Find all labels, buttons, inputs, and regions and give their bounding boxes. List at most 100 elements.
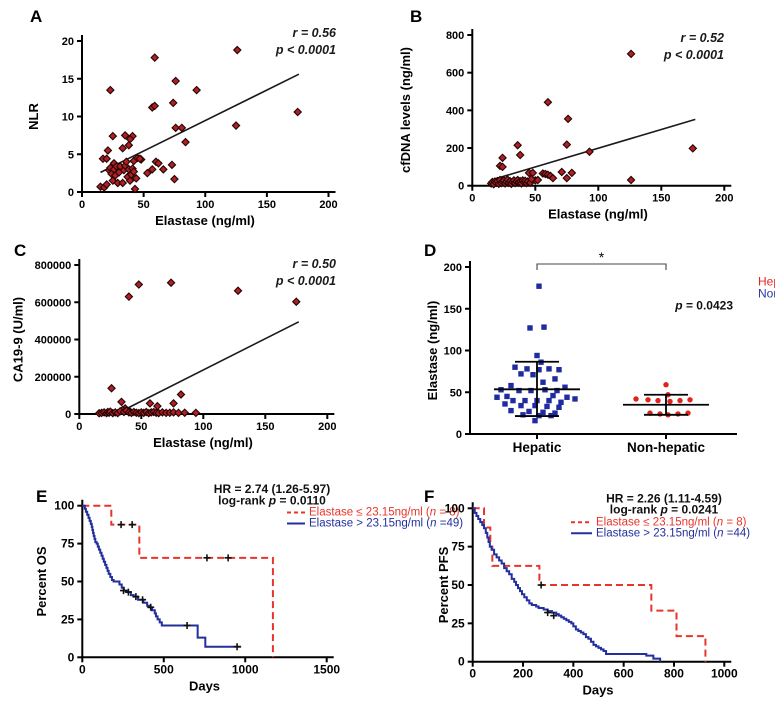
svg-text:*: * xyxy=(599,249,605,265)
svg-text:Hepatic (n = 44): Hepatic (n = 44) xyxy=(758,275,775,289)
svg-text:r = 0.56: r = 0.56 xyxy=(293,26,337,40)
svg-text:75: 75 xyxy=(61,537,75,551)
panel-d-label: D xyxy=(424,241,437,260)
svg-text:p < 0.0001: p < 0.0001 xyxy=(275,43,336,57)
svg-text:600: 600 xyxy=(614,667,634,681)
svg-text:p = 0.0423: p = 0.0423 xyxy=(674,299,733,313)
svg-text:Percent OS: Percent OS xyxy=(34,546,49,616)
svg-text:600000: 600000 xyxy=(35,297,72,309)
svg-text:1000: 1000 xyxy=(232,662,259,676)
svg-text:10: 10 xyxy=(62,112,74,124)
svg-text:0: 0 xyxy=(68,187,74,199)
svg-text:150: 150 xyxy=(444,304,462,316)
svg-text:150: 150 xyxy=(652,193,670,205)
svg-text:HR = 2.26 (1.11-4.59): HR = 2.26 (1.11-4.59) xyxy=(606,492,722,506)
svg-text:150: 150 xyxy=(258,199,276,211)
svg-text:1000: 1000 xyxy=(711,667,738,681)
svg-text:cfDNA levels (ng/ml): cfDNA levels (ng/ml) xyxy=(398,47,413,173)
svg-text:log-rank p = 0.0110: log-rank p = 0.0110 xyxy=(218,494,326,508)
panel-a-chart: 0 50 100 150 200 0 5 10 15 20 Elastase (ng/ml) NLR r… xyxy=(26,26,338,228)
svg-text:150: 150 xyxy=(256,421,274,433)
svg-text:600: 600 xyxy=(446,68,464,80)
svg-text:400000: 400000 xyxy=(35,335,72,347)
svg-text:Elastase (ng/ml): Elastase (ng/ml) xyxy=(425,301,440,401)
svg-text:Elastase ≤ 23.15ng/ml (n = 8): Elastase ≤ 23.15ng/ml (n = 8) xyxy=(596,516,747,528)
svg-text:100: 100 xyxy=(444,346,462,358)
svg-text:log-rank p = 0.0241: log-rank p = 0.0241 xyxy=(610,503,719,517)
svg-text:Days: Days xyxy=(189,678,220,693)
svg-text:200: 200 xyxy=(715,193,733,205)
svg-text:500: 500 xyxy=(154,662,174,676)
panel-b-chart: 0 50 100 150 200 0 200 400 600 800 Elastase (ng/ml… xyxy=(398,29,733,222)
svg-text:50: 50 xyxy=(61,575,75,589)
svg-text:800: 800 xyxy=(664,667,684,681)
svg-text:HR = 2.74 (1.26-5.97): HR = 2.74 (1.26-5.97) xyxy=(214,482,330,496)
panel-f-chart: 0 200 400 600 800 1000 0 25 50 75 100 Days Percent P… xyxy=(436,492,750,698)
panel-e-label: E xyxy=(36,487,48,506)
svg-text:Non-hepatic (n = 13): Non-hepatic (n = 13) xyxy=(758,287,775,301)
svg-text:Elastase > 23.15ng/ml (n =49): Elastase > 23.15ng/ml (n =49) xyxy=(309,518,463,530)
svg-text:1500: 1500 xyxy=(313,662,340,676)
svg-text:50: 50 xyxy=(138,199,150,211)
svg-text:0: 0 xyxy=(68,650,75,664)
panel-f-label: F xyxy=(424,487,435,506)
svg-text:25: 25 xyxy=(451,616,465,630)
svg-text:200: 200 xyxy=(513,667,533,681)
svg-text:0: 0 xyxy=(469,667,476,681)
svg-text:800000: 800000 xyxy=(35,260,72,272)
svg-text:CA19-9 (U/ml): CA19-9 (U/ml) xyxy=(11,297,26,382)
svg-text:200: 200 xyxy=(446,143,464,155)
svg-text:50: 50 xyxy=(135,421,147,433)
svg-text:200: 200 xyxy=(318,421,336,433)
svg-text:50: 50 xyxy=(451,578,465,592)
svg-text:100: 100 xyxy=(54,499,74,513)
svg-text:50: 50 xyxy=(529,193,541,205)
svg-text:Non-hepatic: Non-hepatic xyxy=(627,440,705,455)
svg-text:0: 0 xyxy=(79,199,85,211)
panel-a-label: A xyxy=(30,7,43,26)
svg-text:Elastase (ng/ml): Elastase (ng/ml) xyxy=(155,213,255,228)
svg-text:Elastase ≤ 23.15ng/ml (n = 8): Elastase ≤ 23.15ng/ml (n = 8) xyxy=(309,507,460,519)
svg-text:Elastase > 23.15ng/ml (n =44): Elastase > 23.15ng/ml (n =44) xyxy=(596,527,750,539)
svg-text:25: 25 xyxy=(61,612,75,626)
svg-text:Percent PFS: Percent PFS xyxy=(436,546,451,623)
svg-text:200: 200 xyxy=(319,199,337,211)
svg-text:50: 50 xyxy=(450,387,462,399)
svg-text:0: 0 xyxy=(469,193,475,205)
panel-c-chart: 0 50 100 150 200 0 200000 400000 600000 800000 Ela… xyxy=(11,257,337,450)
svg-text:0: 0 xyxy=(458,181,464,193)
svg-text:0: 0 xyxy=(456,429,462,441)
svg-text:100: 100 xyxy=(196,199,214,211)
svg-text:15: 15 xyxy=(62,74,74,86)
svg-text:NLR: NLR xyxy=(26,103,41,130)
svg-text:p < 0.0001: p < 0.0001 xyxy=(275,274,336,288)
svg-text:Hepatic: Hepatic xyxy=(513,440,562,455)
svg-text:75: 75 xyxy=(451,540,465,554)
svg-text:200: 200 xyxy=(444,262,462,274)
svg-text:100: 100 xyxy=(589,193,607,205)
panel-c-label: C xyxy=(14,241,27,260)
svg-text:20: 20 xyxy=(62,36,74,48)
svg-text:800: 800 xyxy=(446,30,464,42)
svg-text:0: 0 xyxy=(76,421,82,433)
svg-text:5: 5 xyxy=(68,149,74,161)
svg-text:0: 0 xyxy=(65,409,71,421)
svg-text:100: 100 xyxy=(194,421,212,433)
svg-text:Elastase (ng/ml): Elastase (ng/ml) xyxy=(153,435,253,450)
svg-text:Elastase (ng/ml): Elastase (ng/ml) xyxy=(548,207,648,222)
svg-text:400: 400 xyxy=(446,105,464,117)
svg-text:r = 0.50: r = 0.50 xyxy=(293,257,336,271)
panel-d-chart: 0 50 100 150 200 Elastase (ng/ml) Hepatic Non-h… xyxy=(425,249,775,455)
svg-text:Days: Days xyxy=(582,683,613,698)
svg-text:0: 0 xyxy=(79,662,86,676)
svg-text:r = 0.52: r = 0.52 xyxy=(681,31,724,45)
svg-text:p < 0.0001: p < 0.0001 xyxy=(663,48,724,62)
svg-text:200000: 200000 xyxy=(35,372,72,384)
svg-text:400: 400 xyxy=(563,667,583,681)
svg-text:0: 0 xyxy=(458,655,465,669)
svg-text:100: 100 xyxy=(445,501,465,515)
panel-b-label: B xyxy=(410,7,423,26)
